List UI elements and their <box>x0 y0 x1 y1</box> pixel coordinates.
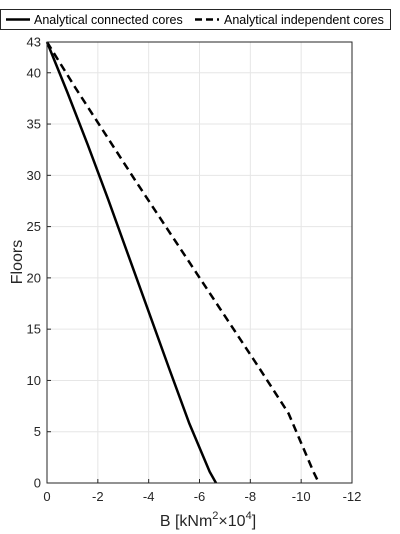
plot-area <box>45 41 353 484</box>
y-tick-label: 0 <box>34 476 41 491</box>
y-tick-label: 43 <box>27 35 41 50</box>
x-tick-label: -8 <box>245 489 257 504</box>
series-line-connected-cores <box>45 41 218 484</box>
x-axis-label-sup1: 2 <box>212 510 218 522</box>
y-tick-label: 5 <box>34 424 41 439</box>
legend-label-independent: Analytical independent cores <box>224 13 384 27</box>
x-axis-ticks: 0 -2 -4 -6 -8 -10 -12 <box>43 479 361 504</box>
y-tick-label: 20 <box>27 270 41 285</box>
y-tick-label: 25 <box>27 219 41 234</box>
y-axis-label: Floors <box>9 240 26 284</box>
x-tick-label: -10 <box>292 489 311 504</box>
y-tick-label: 35 <box>27 117 41 132</box>
y-tick-label: 30 <box>27 168 41 183</box>
series-line-independent-cores <box>45 41 321 484</box>
x-axis-label-mid: ×10 <box>218 513 245 530</box>
legend-label-connected: Analytical connected cores <box>34 13 183 27</box>
x-tick-label: -4 <box>143 489 155 504</box>
series-group <box>45 41 321 484</box>
x-tick-label: -6 <box>194 489 206 504</box>
y-axis-ticks: 0 5 10 15 20 25 30 35 40 43 <box>27 35 51 491</box>
x-axis-label-main: B [kNm <box>160 513 212 530</box>
legend: Analytical connected cores Analytical in… <box>0 9 391 30</box>
x-axis-label-end: ] <box>252 513 256 530</box>
y-tick-label: 10 <box>27 373 41 388</box>
x-axis-label-sup2: 4 <box>246 510 252 522</box>
x-tick-label: 0 <box>43 489 50 504</box>
x-axis-label: B [kNm2×104] <box>160 510 256 530</box>
y-tick-label: 15 <box>27 322 41 337</box>
x-tick-label: -2 <box>92 489 104 504</box>
x-tick-label: -12 <box>343 489 362 504</box>
y-tick-label: 40 <box>27 65 41 80</box>
